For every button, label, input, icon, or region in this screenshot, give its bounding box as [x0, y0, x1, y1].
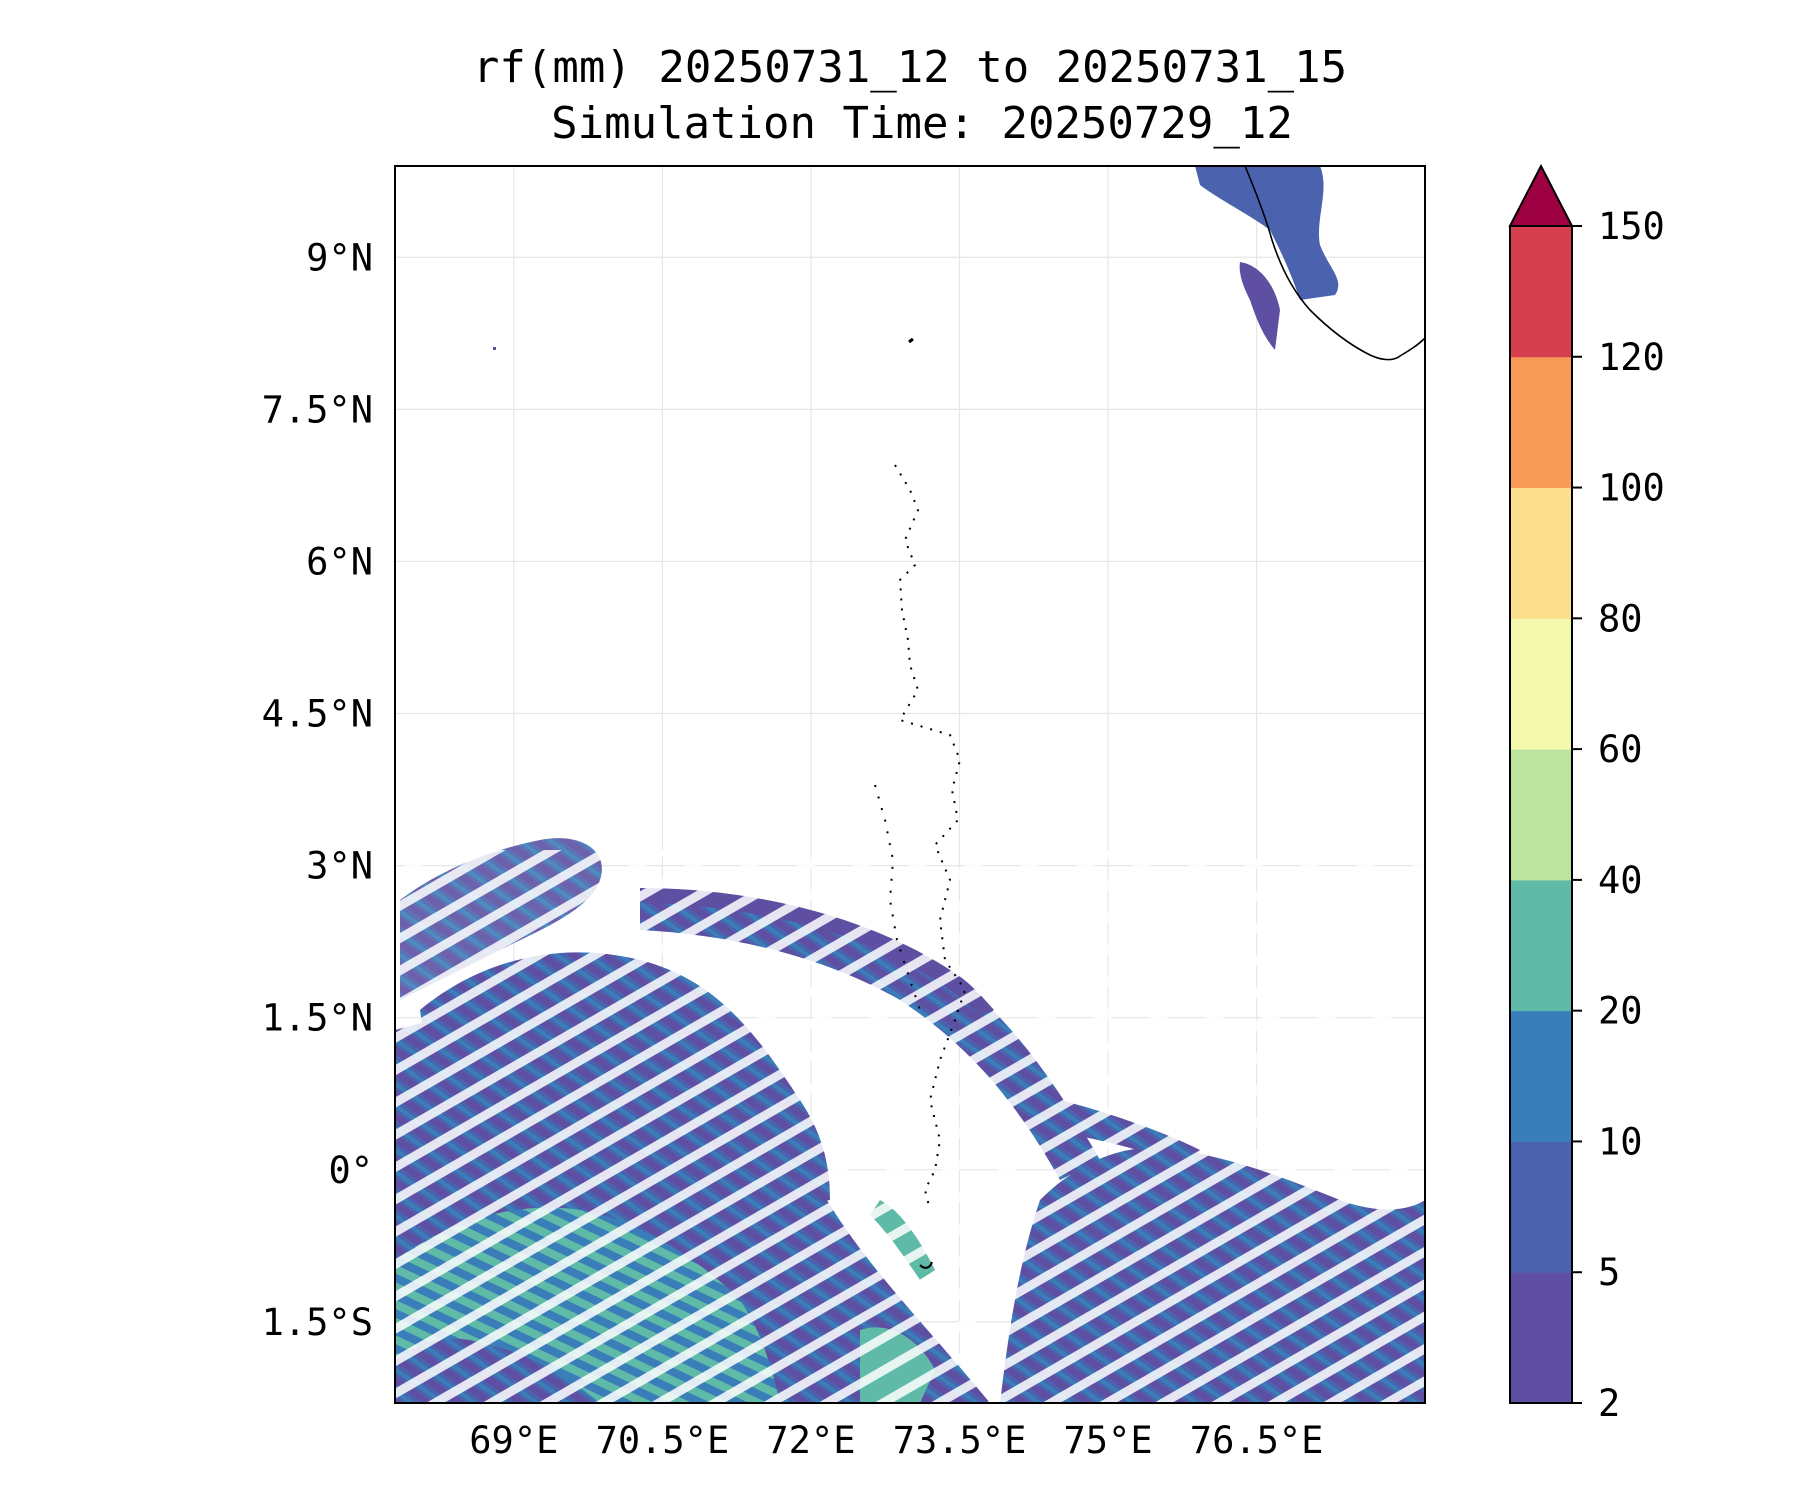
colorbar-tick-label: 60	[1598, 728, 1643, 771]
island-chain-maldives	[894, 464, 967, 1211]
colorbar-segment	[1510, 487, 1572, 619]
island-addu	[919, 1261, 933, 1269]
colorbar-tick-label: 80	[1598, 597, 1643, 640]
colorbar-tick-label: 120	[1598, 336, 1665, 379]
lat-tick-label: 4.5°N	[262, 693, 373, 736]
island-northern	[908, 337, 914, 344]
lat-tick-label: 1.5°N	[262, 997, 373, 1040]
colorbar-tick-label: 10	[1598, 1120, 1643, 1163]
colorbar-segment	[1510, 1141, 1572, 1273]
map-panel: 69°E 70.5°E 72°E 73.5°E 75°E 76.5°E 9°N 7.5°N 6…	[262, 165, 1426, 1462]
colorbar-segment	[1510, 226, 1572, 358]
island-chain-west	[874, 784, 921, 1011]
lat-tick-label: 9°N	[306, 236, 373, 279]
colorbar-extend-triangle	[1508, 163, 1574, 227]
coastline	[874, 165, 1426, 1269]
india-coastline	[1244, 165, 1426, 361]
map-title-line2: Simulation Time: 20250729_12	[551, 98, 1293, 149]
map-frame	[394, 165, 1426, 1404]
colorbar-segment	[1510, 1272, 1572, 1404]
lat-tick-label: 0°	[328, 1149, 373, 1192]
colorbar-tick-label: 20	[1598, 990, 1643, 1033]
colorbar-tick-label: 100	[1598, 467, 1665, 510]
rain-patch-small	[493, 347, 496, 350]
colorbar-segment	[1510, 749, 1572, 881]
rainfall-contours	[395, 166, 1425, 1403]
colorbar-tick-label: 2	[1598, 1382, 1620, 1425]
colorbar-tick-label: 150	[1598, 205, 1665, 248]
colorbar: 2 5 10 20 40 60 80 100 120 150	[1508, 163, 1665, 1425]
rain-gap-streaks	[395, 850, 1425, 1403]
lat-tick-label: 6°N	[306, 540, 373, 583]
longitude-labels: 69°E 70.5°E 72°E 73.5°E 75°E 76.5°E	[469, 1419, 1323, 1462]
rain-patch-northeast-2	[1239, 262, 1280, 350]
colorbar-segment	[1510, 879, 1572, 1012]
lat-tick-label: 3°N	[306, 845, 373, 888]
lon-tick-label: 75°E	[1064, 1419, 1153, 1462]
colorbar-segment	[1510, 618, 1572, 750]
colorbar-tick-label: 5	[1598, 1251, 1620, 1294]
lon-tick-label: 70.5°E	[596, 1419, 730, 1462]
lon-tick-label: 72°E	[766, 1419, 855, 1462]
map-title-line1: rf(mm) 20250731_12 to 20250731_15	[473, 42, 1347, 93]
colorbar-tick-label: 40	[1598, 859, 1643, 902]
colorbar-frame	[1509, 225, 1573, 1404]
rain-field-northeast	[1195, 166, 1339, 300]
lon-tick-label: 73.5°E	[893, 1419, 1027, 1462]
lat-tick-label: 1.5°S	[262, 1301, 373, 1344]
colorbar-segment	[1510, 1010, 1572, 1142]
lon-tick-label: 76.5°E	[1190, 1419, 1324, 1462]
lat-tick-label: 7.5°N	[262, 388, 373, 431]
latitude-labels: 9°N 7.5°N 6°N 4.5°N 3°N 1.5°N 0° 1.5°S	[262, 236, 373, 1344]
colorbar-segment	[1510, 356, 1572, 489]
lon-tick-label: 69°E	[469, 1419, 558, 1462]
